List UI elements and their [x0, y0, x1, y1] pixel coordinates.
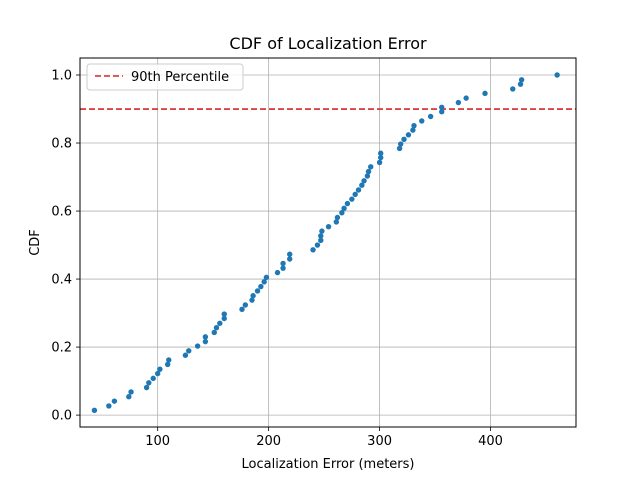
data-point	[378, 150, 384, 156]
data-point	[106, 403, 112, 409]
data-point	[314, 242, 321, 248]
data-point	[146, 380, 152, 386]
data-point	[221, 315, 227, 322]
data-point	[427, 113, 434, 120]
data-point	[239, 306, 245, 313]
data-point	[211, 329, 217, 336]
data-point	[250, 293, 256, 299]
legend-label: 90th Percentile	[131, 70, 229, 85]
y-axis-ticks: 0.0 0.2 0.4 0.6 0.8 1.0	[51, 69, 80, 424]
data-point	[352, 191, 358, 198]
data-point	[126, 394, 132, 400]
data-point	[128, 389, 134, 395]
data-point	[202, 334, 209, 340]
data-point	[518, 77, 525, 83]
data-point	[194, 343, 201, 349]
x-tick-label: 300	[367, 434, 392, 449]
data-point	[378, 154, 384, 161]
plot-frame	[79, 57, 577, 428]
data-point	[111, 398, 118, 404]
data-point	[164, 361, 171, 368]
data-point	[242, 302, 249, 308]
data-point	[280, 265, 286, 271]
data-point	[341, 205, 347, 212]
chart-title: CDF of Localization Error	[229, 34, 427, 53]
data-point	[274, 269, 281, 276]
y-tick-label: 0.6	[51, 205, 72, 220]
data-point	[439, 104, 445, 111]
y-tick-label: 0.8	[51, 137, 72, 152]
data-point	[310, 247, 316, 253]
data-point	[368, 164, 374, 170]
data-point	[287, 256, 293, 262]
data-point	[325, 223, 332, 230]
legend-box	[86, 63, 244, 91]
data-point	[355, 187, 362, 193]
data-point	[439, 109, 445, 115]
data-point	[410, 127, 416, 133]
data-point	[397, 141, 404, 147]
data-point	[254, 288, 261, 294]
x-tick-label: 200	[256, 434, 281, 449]
data-point	[319, 228, 325, 234]
y-tick-label: 0.0	[51, 409, 72, 424]
data-point	[318, 237, 324, 243]
data-point	[263, 274, 270, 281]
data-point	[554, 72, 560, 78]
data-point	[91, 407, 98, 414]
data-point	[261, 279, 267, 285]
data-point	[154, 370, 161, 377]
data-point	[401, 136, 407, 142]
data-point	[349, 196, 355, 202]
data-point	[150, 375, 156, 382]
data-point	[182, 352, 189, 358]
data-point	[361, 178, 367, 184]
data-point	[339, 210, 345, 216]
data-point	[405, 132, 412, 138]
data-point	[217, 320, 223, 326]
data-point	[157, 366, 163, 372]
data-point	[143, 384, 150, 391]
data-point	[376, 159, 383, 166]
data-point	[221, 311, 227, 317]
x-tick-label: 100	[145, 434, 170, 449]
data-point	[365, 168, 372, 175]
legend: 90th Percentile	[86, 63, 244, 91]
y-axis-title: CDF	[28, 229, 43, 256]
data-point	[455, 99, 462, 106]
data-point	[517, 81, 524, 87]
data-point	[249, 297, 255, 303]
data-point	[186, 348, 192, 354]
x-tick-label: 400	[478, 434, 503, 449]
data-point	[482, 90, 488, 97]
x-axis-ticks: 100 200 300 400	[145, 427, 503, 449]
data-point	[334, 214, 341, 221]
data-point	[396, 145, 403, 152]
data-point	[344, 200, 351, 207]
x-axis-title: Localization Error (meters)	[242, 457, 415, 472]
data-point	[280, 260, 286, 267]
data-points	[91, 72, 560, 414]
data-point	[318, 233, 324, 239]
data-point	[258, 283, 264, 290]
data-point	[411, 122, 417, 129]
data-point	[202, 338, 209, 345]
data-point	[463, 95, 469, 101]
grid-lines	[80, 58, 576, 427]
data-point	[419, 118, 425, 124]
y-tick-label: 0.4	[51, 273, 72, 288]
data-point	[364, 173, 371, 179]
data-point	[213, 324, 220, 331]
data-point	[333, 219, 340, 225]
data-point	[359, 182, 365, 188]
data-point	[166, 357, 172, 363]
y-tick-label: 0.2	[51, 341, 72, 356]
data-point	[287, 251, 293, 257]
data-point	[510, 86, 516, 92]
y-tick-label: 1.0	[51, 69, 72, 84]
